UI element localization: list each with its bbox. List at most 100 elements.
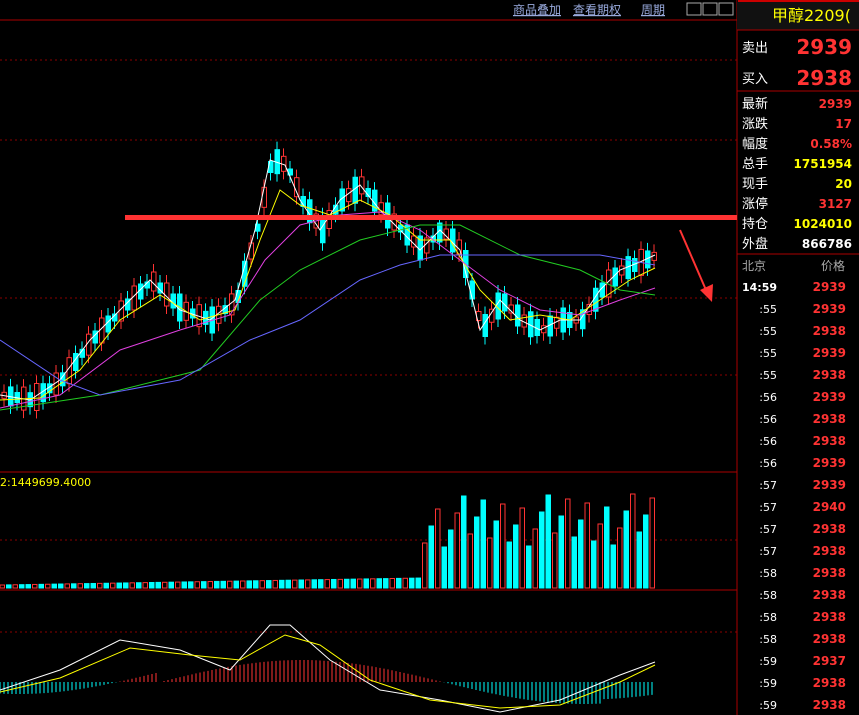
tick-time: :58 [759,611,777,624]
volume-bar [565,498,571,589]
tick-time: :55 [759,347,777,360]
volume-bar [604,506,610,589]
volume-bar [129,582,135,589]
volume-bar [435,508,441,589]
volume-bar [480,499,486,589]
volume-bar [6,584,12,589]
annotation-line [125,215,737,220]
volume-bar [389,578,395,589]
volume-bar [123,582,129,589]
tick-price: 2938 [813,324,846,338]
tick-price: 2939 [813,346,846,360]
tick-time: :55 [759,303,777,316]
volume-bar [396,577,402,589]
volume-bar [584,502,590,589]
toolbar-item[interactable]: 商品叠加 [513,2,561,17]
volume-bar [415,577,421,589]
volume-bar [285,579,291,589]
tick-price: 2939 [813,302,846,316]
candle-body [261,186,267,208]
candle-body [489,308,495,323]
volume-bar [571,536,577,589]
volume-bar [422,542,428,589]
volume-bar [71,583,77,589]
toolbar-item[interactable]: 查看期权 [573,3,621,17]
volume-bar [207,581,213,589]
volume-bar [500,503,506,589]
volume-bar [318,579,324,589]
stat-value: 1751954 [794,157,852,171]
volume-bar [532,528,538,589]
stat-value: 866786 [802,237,852,251]
volume-bar [376,578,382,589]
volume-bar [597,523,603,589]
volume-bar [259,580,265,589]
stat-label: 外盘 [742,236,768,252]
button[interactable] [686,2,702,16]
stat-value: 1024010 [794,217,852,231]
volume-bar [168,581,174,589]
toolbar-item[interactable]: 周期 [641,3,665,17]
tick-price: 2938 [813,566,846,580]
volume-bar [331,578,337,589]
volume-bar [487,537,493,589]
ma-line [0,254,656,396]
moving-averages [0,159,656,411]
volume-bar [12,584,18,589]
tick-time: :58 [759,633,777,646]
macd-line [0,634,656,709]
tick-price: 2938 [813,412,846,426]
button[interactable] [718,2,734,16]
ma-line [0,224,656,411]
volume-bar [311,579,317,589]
tick-price: 2937 [813,654,846,668]
volume-bar [298,579,304,589]
tick-price: 2938 [813,434,846,448]
quote-top [738,0,859,2]
annotation-arrow [679,229,707,291]
volume-bar [58,583,64,589]
stat-label: 现手 [742,177,768,192]
volume-bar [103,582,109,589]
candle-body [482,314,488,337]
volume-bar [240,580,246,589]
volume-bar [155,581,161,589]
volume-bar [19,584,25,589]
tick-price: 2938 [813,522,846,536]
volume-bar [246,580,252,589]
stat-label: 最新 [742,96,768,112]
annotation-arrowhead [700,284,713,302]
tick-price: 2938 [813,632,846,646]
ma-line [0,159,656,401]
volume-bar [253,580,259,589]
tick-time: :57 [759,501,777,514]
ticks-header: 北京 [742,259,766,273]
tick-time: :59 [759,699,777,712]
volume-bar [539,511,545,589]
volume-bar [448,529,454,589]
tick-time: :59 [759,655,777,668]
volume-bar [545,494,551,589]
volume-bar [643,514,649,589]
candle-body [294,177,300,198]
volume-bar [214,580,220,589]
tick-time: :57 [759,479,777,492]
volume-bar [116,582,122,589]
tick-price: 2938 [813,544,846,558]
tick-time: 14:59 [742,281,777,294]
quote-value: 2938 [796,66,852,90]
volume-bar [324,579,330,589]
stat-label: 涨停 [742,196,768,212]
volume-bar [370,578,376,589]
stat-label: 持仓 [742,217,768,232]
volume-bar [623,510,629,589]
button[interactable] [702,2,718,16]
tick-time: :58 [759,567,777,580]
candle-body [86,333,92,356]
tick-time: :58 [759,589,777,602]
volume-bar [467,533,473,589]
candle-body [73,353,79,371]
volume-bar [188,581,194,589]
tick-price: 2938 [813,698,846,712]
